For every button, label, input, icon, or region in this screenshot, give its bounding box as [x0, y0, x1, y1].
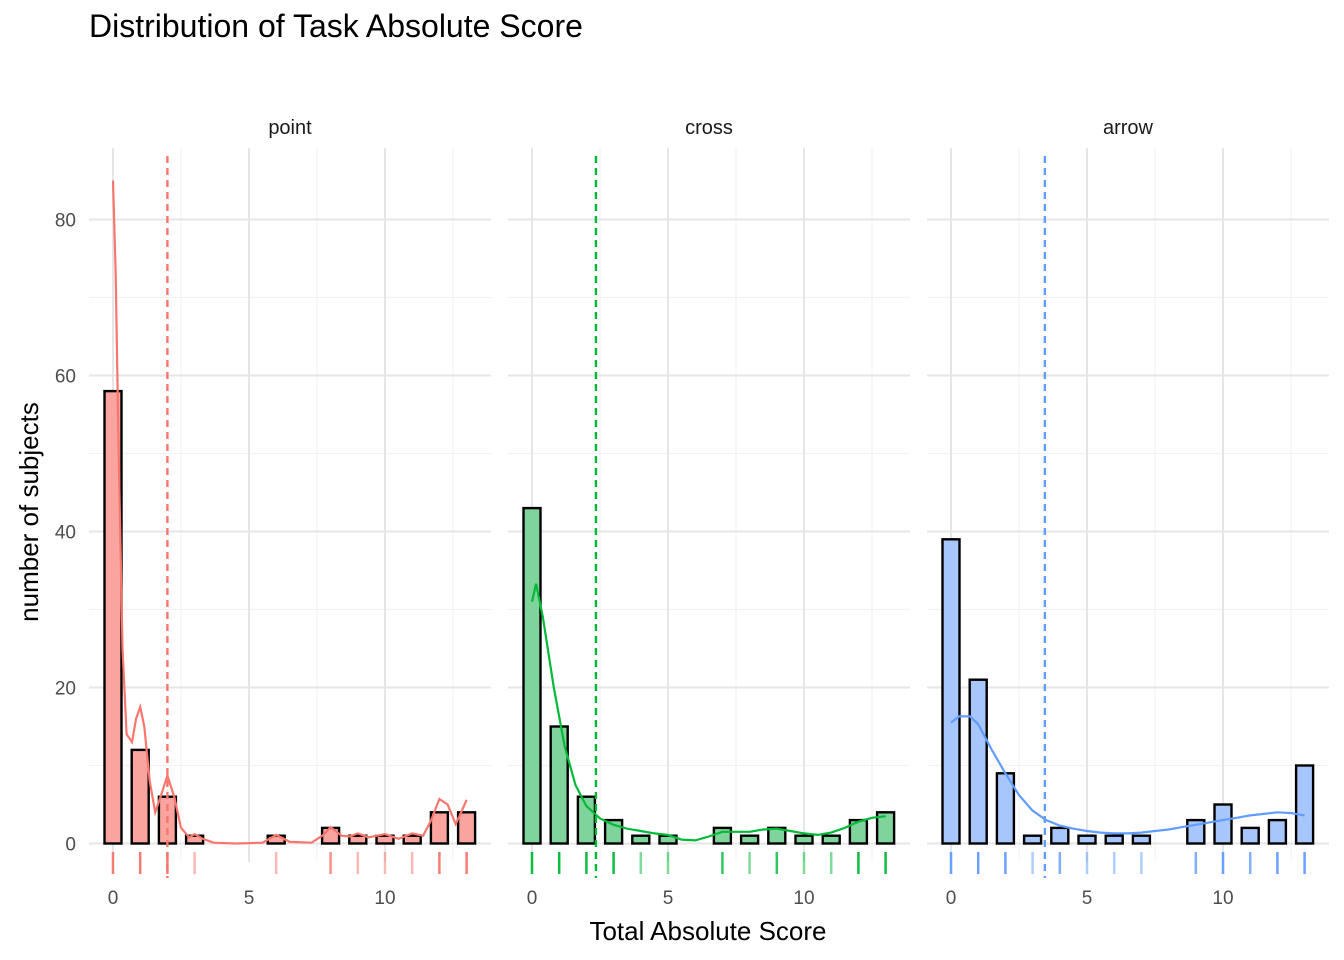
- histogram-bar: [320, 826, 341, 845]
- x-tick-label: 5: [663, 888, 674, 909]
- x-tick-label: 5: [244, 888, 255, 909]
- histogram-bar: [794, 834, 814, 845]
- x-tick-label: 5: [1082, 888, 1093, 909]
- panel-arrow: arrow 0 5 10: [927, 117, 1329, 909]
- x-tick-label: 10: [793, 888, 814, 909]
- density-curve: [950, 715, 1305, 835]
- histogram-bar: [522, 506, 542, 845]
- y-tick-label: 20: [55, 679, 76, 700]
- y-tick-label: 40: [55, 523, 76, 544]
- facet-label-arrow: arrow: [1103, 117, 1154, 139]
- y-tick-label: 80: [55, 211, 76, 232]
- histogram-bar: [1104, 834, 1124, 845]
- panel-point: point 0 5 10: [89, 117, 491, 909]
- histogram-bar: [130, 748, 150, 845]
- x-tick-label: 10: [1212, 888, 1233, 909]
- y-tick-label: 60: [55, 367, 76, 388]
- x-tick-label: 0: [527, 888, 538, 909]
- histogram-bar: [968, 678, 988, 845]
- x-axis-title: Total Absolute Score: [589, 916, 826, 946]
- histogram-bar: [1131, 834, 1152, 845]
- histogram-bar: [375, 834, 395, 845]
- facet-label-point: point: [268, 117, 312, 139]
- histogram-bar: [1213, 803, 1233, 845]
- histogram-bar: [402, 834, 422, 845]
- x-tick-label: 0: [108, 888, 119, 909]
- density-curve: [530, 583, 886, 842]
- histogram-bar: [429, 811, 450, 845]
- y-axis-title: number of subjects: [14, 402, 44, 622]
- histogram-bar: [456, 811, 477, 845]
- histogram-bar: [1294, 764, 1315, 845]
- x-tick-label: 0: [946, 888, 957, 909]
- histogram-bar: [821, 834, 841, 845]
- histogram-bar: [348, 834, 368, 845]
- histogram-bar: [631, 834, 651, 845]
- panel-cross: cross 0 5 10: [508, 117, 910, 909]
- panels-layer: point 0 5 10 cross 0 5 10 arrow 0 5 10 0 20 40 60 80: [55, 117, 1329, 909]
- histogram-bar: [1267, 818, 1288, 845]
- chart-title: Distribution of Task Absolute Score: [89, 8, 583, 44]
- y-tick-label: 0: [65, 835, 76, 856]
- histogram-bar: [875, 811, 896, 845]
- histogram-bar: [941, 538, 961, 845]
- histogram-bar: [549, 725, 569, 845]
- histogram-bar: [712, 826, 733, 845]
- facet-label-cross: cross: [685, 117, 733, 139]
- histogram-bar: [1022, 834, 1043, 845]
- histogram-bar: [1050, 826, 1070, 845]
- histogram-bar: [1240, 826, 1260, 845]
- x-tick-label: 10: [374, 888, 395, 909]
- histogram-bar: [1077, 834, 1097, 845]
- histogram-bar: [739, 834, 760, 845]
- density-curve: [111, 180, 468, 845]
- histogram-bar: [848, 818, 869, 845]
